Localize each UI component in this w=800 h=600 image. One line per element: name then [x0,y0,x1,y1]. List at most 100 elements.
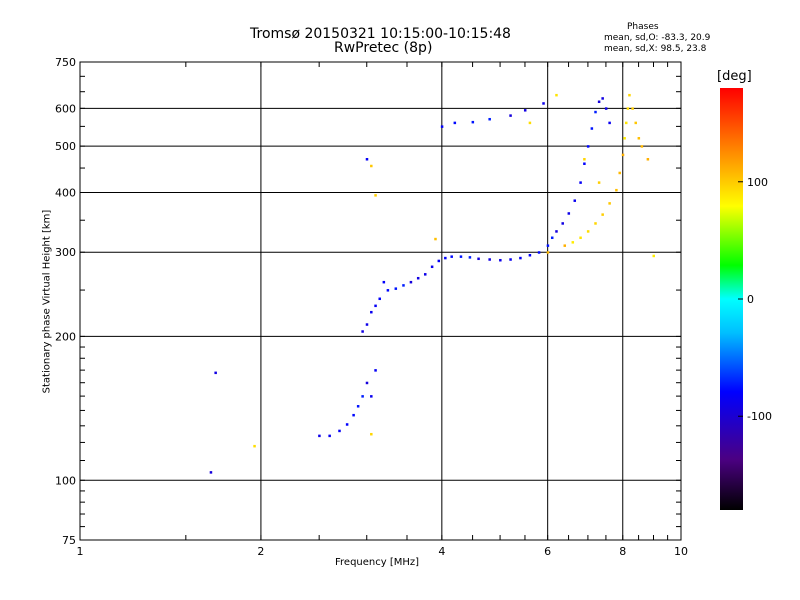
x-tick-label: 10 [674,545,688,558]
plot-frame [79,61,682,541]
phase-stats-o: mean, sd,O: -83.3, 20.9 [604,33,711,43]
x-mode-point [253,444,256,448]
colorbar-tick-label: -100 [747,410,772,423]
o-mode-point [370,395,373,398]
o-mode-point [386,289,390,292]
colorbar [720,88,743,510]
o-mode-point [509,114,512,117]
y-tick-label: 200 [55,330,76,343]
tick-labels: 1 2 4 6 8 10 75 100 200 300 400 500 600 750 [55,56,688,558]
o-mode-point [214,371,217,375]
x-mode-point [555,93,558,97]
x-mode-point [370,164,373,168]
x-mode-point [434,237,437,241]
o-mode-point [365,381,369,385]
o-mode-point [567,212,571,215]
o-mode-point [608,121,611,125]
o-mode-point [361,330,364,333]
o-mode-point [579,181,582,184]
o-mode-point [537,251,541,254]
o-mode-point [453,121,457,125]
y-tick-label: 400 [55,186,76,199]
x-mode-point [579,236,582,240]
x-mode-point [623,137,626,140]
y-tick-label: 300 [55,246,76,259]
o-mode-point [477,257,480,261]
x-mode-point [637,137,641,140]
y-tick-label: 600 [55,102,76,115]
o-mode-point [488,258,491,261]
o-mode-point [328,434,331,438]
o-mode-point [590,127,594,130]
o-mode-point [209,471,213,474]
o-mode-point [423,273,427,276]
x-tick-label: 4 [438,545,445,558]
phase-stats-heading: Phases [627,22,659,32]
y-tick-label: 750 [55,56,76,69]
o-mode-point [561,222,564,225]
o-mode-point [378,297,381,301]
x-mode-point [631,107,634,110]
grid-lines [80,62,681,540]
x-mode-point [586,230,590,233]
o-mode-point [365,323,369,326]
o-mode-point [318,434,321,438]
x-tick-label: 2 [257,545,264,558]
colorbar-tick-label: 0 [747,293,754,306]
x-mode-point [618,171,621,175]
x-mode-point [370,432,373,436]
o-mode-point [519,256,522,260]
colorbar-ticks: 100 0 -100 [738,176,772,423]
o-mode-point [601,97,604,100]
y-tick-label: 75 [62,534,76,547]
o-mode-point [459,255,463,258]
x-mode-point [626,107,630,110]
o-mode-point [488,117,491,121]
o-mode-point [597,100,601,104]
x-mode-point [594,222,597,225]
x-mode-point [546,251,550,254]
o-mode-point [468,256,472,259]
o-mode-point [338,429,341,433]
o-mode-point [409,280,413,284]
x-mode-point [652,254,655,258]
x-mode-point [597,181,601,184]
x-tick-label: 1 [77,545,84,558]
o-mode-point [437,259,441,263]
o-mode-point [394,287,398,290]
o-mode-point [573,199,577,202]
o-mode-point [550,236,554,240]
y-tick-label: 500 [55,140,76,153]
x-axis-label: Frequency [MHz] [335,557,420,568]
axis-ticks [79,61,682,541]
o-mode-point [450,255,453,258]
x-mode-point [634,121,637,125]
x-mode-point [621,153,625,157]
o-mode-point [444,256,447,260]
x-mode-point [571,241,575,244]
o-mode-point [542,102,545,105]
o-mode-point [528,254,532,257]
data-points [209,93,655,474]
x-mode-point [628,93,631,97]
o-mode-point [352,413,355,417]
o-mode-point [509,258,512,261]
o-mode-point [416,276,420,280]
o-mode-point [586,145,590,148]
o-mode-point [402,284,405,287]
o-mode-point [604,107,608,110]
o-mode-point [374,304,377,308]
o-mode-point [345,423,349,426]
chart-title: Tromsø 20150321 10:15:00-10:15:48 [250,26,511,42]
x-tick-label: 6 [544,545,551,558]
o-mode-point [374,369,377,372]
o-mode-point [370,310,373,314]
x-mode-point [615,188,618,192]
x-mode-point [601,213,604,216]
o-mode-point [594,110,597,114]
chart-subtitle: RwPretec (8p) [334,40,433,56]
o-mode-point [430,265,434,269]
x-mode-point [374,194,377,197]
o-mode-point [471,120,475,124]
